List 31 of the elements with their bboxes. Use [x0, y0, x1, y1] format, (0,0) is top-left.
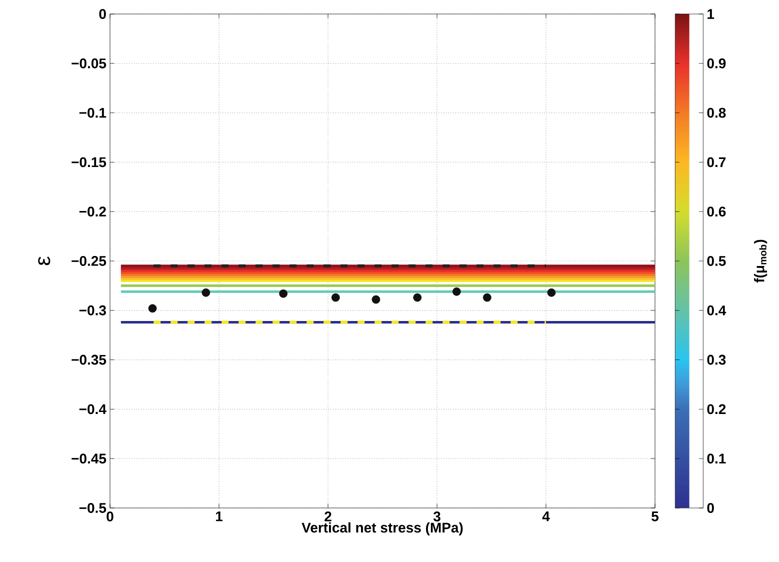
- y-tick-label: −0.2: [79, 206, 106, 217]
- color-bar-label: 0.9: [707, 58, 726, 68]
- y-tick-label: −0.25: [72, 256, 106, 266]
- color-bar-label: 0.7: [707, 157, 726, 168]
- y-tick-label: −0.3: [79, 305, 106, 316]
- y-tick-label: −0.5: [79, 503, 106, 513]
- color-bar-label: 0.5: [707, 256, 726, 266]
- color-bar-label: 0: [707, 503, 714, 513]
- y-axis-title: ε: [38, 256, 50, 266]
- color-bar-label: 0.4: [707, 305, 726, 316]
- x-axis-title: Vertical net stress (MPa): [302, 522, 463, 536]
- x-tick-label: 4: [542, 512, 550, 522]
- y-tick-label: 0: [99, 9, 106, 19]
- x-tick-label: 5: [652, 512, 659, 522]
- y-tick-label: −0.4: [79, 404, 106, 414]
- y-tick-label: −0.15: [72, 157, 106, 168]
- x-tick-label: 1: [216, 512, 223, 522]
- y-tick-label: −0.35: [72, 354, 106, 365]
- x-tick-label: 2: [324, 512, 332, 522]
- y-tick-label: −0.45: [72, 454, 106, 464]
- color-bar-label: 0.6: [707, 206, 726, 217]
- y-tick-label: −0.1: [79, 108, 106, 118]
- color-bar-label: 0.3: [707, 354, 726, 365]
- y-tick-label: −0.05: [72, 58, 106, 68]
- color-bar-label: 0.2: [707, 404, 726, 414]
- color-bar-label: 0.1: [707, 454, 726, 464]
- x-tick-label: 3: [433, 512, 440, 522]
- x-tick-label: 0: [106, 512, 114, 522]
- color-bar-title: f(μ$_{mob}$): [754, 240, 768, 283]
- color-bar-label: 0.8: [707, 108, 726, 118]
- color-bar-label: 1: [708, 9, 714, 19]
